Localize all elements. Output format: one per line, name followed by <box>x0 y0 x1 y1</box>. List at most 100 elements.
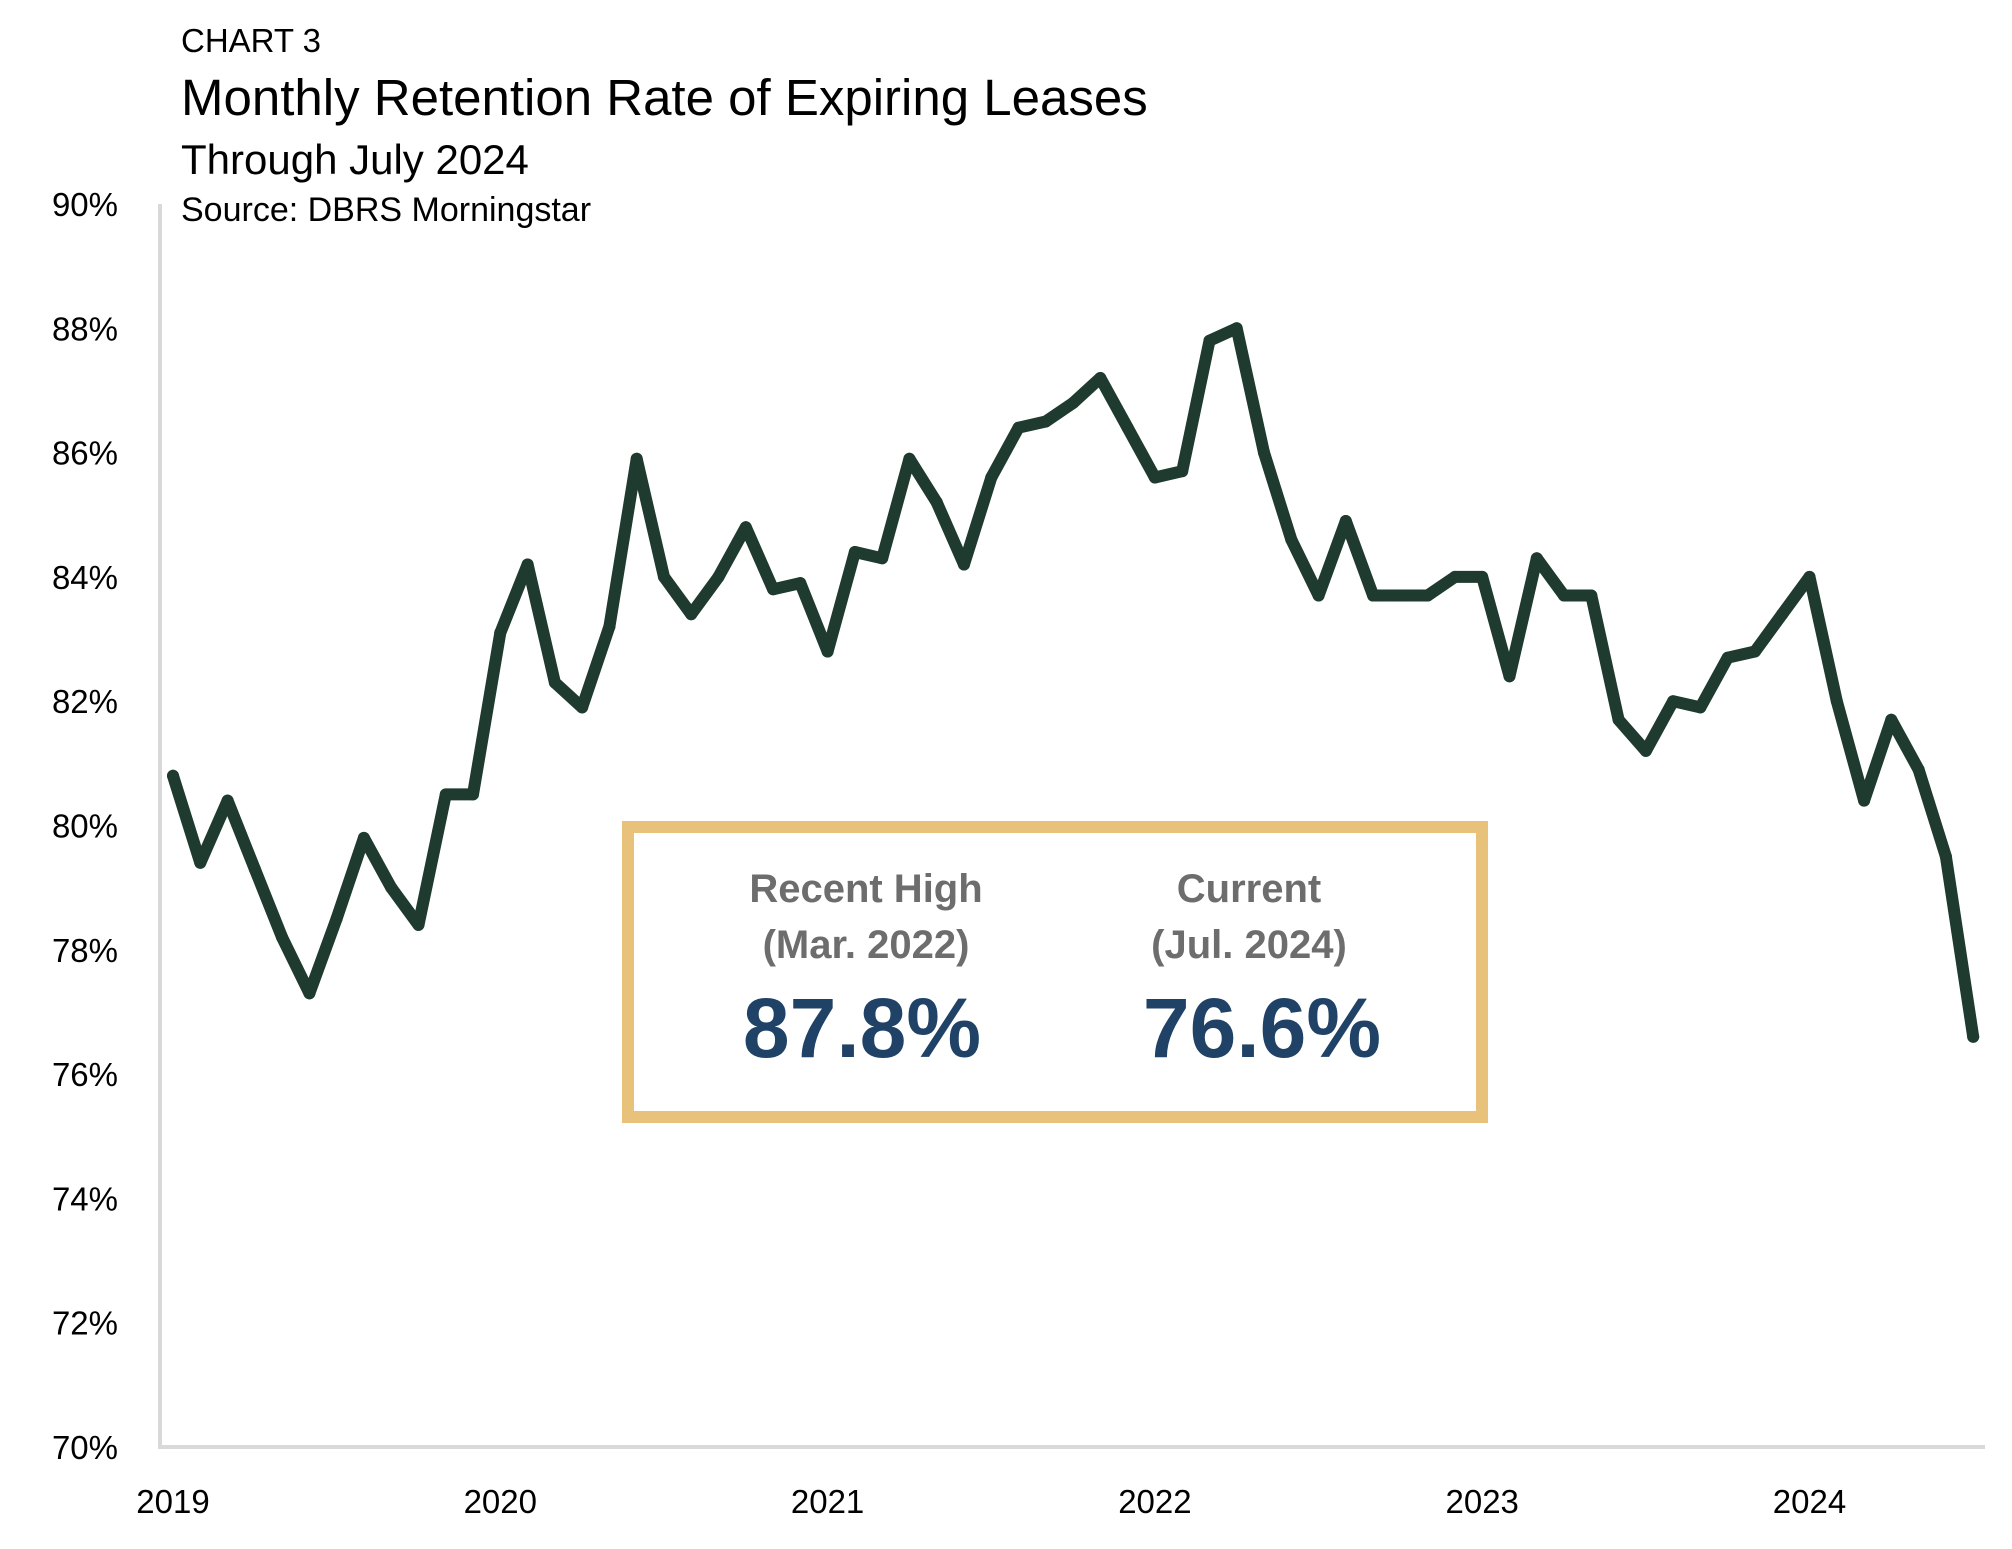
data-point <box>1503 670 1516 683</box>
data-point <box>685 608 698 621</box>
x-tick-label: 2022 <box>1118 1483 1191 1520</box>
data-point <box>1148 471 1161 484</box>
data-point <box>439 788 452 801</box>
data-point <box>1639 744 1652 757</box>
data-point <box>521 558 534 571</box>
data-point <box>958 558 970 571</box>
data-point <box>1094 372 1107 384</box>
x-tick-label: 2019 <box>136 1483 209 1520</box>
data-point <box>1448 570 1461 583</box>
data-point <box>1012 421 1025 434</box>
x-tick-label: 2021 <box>791 1483 864 1520</box>
x-tick-label: 2020 <box>464 1483 537 1520</box>
chart-source: Source: DBRS Morningstar <box>181 191 592 229</box>
data-point <box>821 645 834 658</box>
data-point <box>1749 645 1761 658</box>
data-point <box>303 987 316 1000</box>
data-point <box>467 788 479 801</box>
x-tick-label: 2023 <box>1445 1483 1518 1520</box>
data-point <box>1176 465 1189 478</box>
data-point <box>603 620 616 633</box>
y-tick-label: 70% <box>52 1429 118 1466</box>
callout-high-label-2: (Mar. 2022) <box>763 923 970 967</box>
data-point <box>1258 446 1270 459</box>
data-point <box>1367 589 1380 602</box>
data-point <box>794 577 807 590</box>
y-tick-label: 82% <box>52 683 118 720</box>
data-point <box>276 931 289 944</box>
data-point <box>221 794 234 807</box>
data-point <box>494 626 507 639</box>
data-point <box>1530 552 1543 565</box>
data-point <box>848 546 861 558</box>
data-point <box>712 570 725 583</box>
data-point <box>1585 589 1598 602</box>
data-point <box>1067 396 1080 409</box>
data-point <box>167 769 179 782</box>
data-point <box>194 856 207 869</box>
data-point <box>1694 701 1707 714</box>
data-point <box>630 452 643 465</box>
data-point <box>930 496 943 509</box>
data-point <box>412 918 425 931</box>
data-point <box>385 881 398 894</box>
callout-current-label-1: Current <box>1177 867 1321 911</box>
y-tick-label: 88% <box>52 310 118 347</box>
chart-label: CHART 3 <box>181 22 321 59</box>
y-tick-label: 72% <box>52 1305 118 1342</box>
data-point <box>1203 334 1216 347</box>
callout-current-value: 76.6% <box>1143 981 1381 1075</box>
data-point <box>1858 794 1871 807</box>
y-tick-label: 78% <box>52 932 118 969</box>
data-point <box>1339 515 1352 527</box>
data-point <box>1394 589 1407 602</box>
data-point <box>739 521 752 534</box>
callout-current-label-2: (Jul. 2024) <box>1151 923 1347 967</box>
callout-border <box>622 821 1488 1123</box>
data-point <box>1612 713 1625 726</box>
data-point <box>876 552 889 565</box>
y-tick-label: 74% <box>52 1180 118 1217</box>
data-point <box>1721 651 1734 664</box>
data-point <box>1039 415 1052 428</box>
data-point <box>903 452 916 465</box>
x-axis-ticks: 2019 2020 2021 2022 2023 2024 <box>136 1483 1846 1520</box>
chart-subtitle: Through July 2024 <box>181 136 529 183</box>
data-point <box>1830 695 1843 708</box>
y-tick-label: 80% <box>52 808 118 845</box>
data-point <box>985 471 998 484</box>
data-point <box>1421 589 1434 602</box>
data-point <box>1939 850 1952 863</box>
data-point <box>1121 421 1134 434</box>
callout-box: Recent High (Mar. 2022) 87.8% Current (J… <box>622 821 1488 1123</box>
data-point <box>1230 322 1243 335</box>
data-point <box>1912 763 1925 776</box>
data-point <box>548 676 561 689</box>
data-point <box>1558 589 1570 602</box>
data-point <box>248 863 261 875</box>
data-point <box>767 583 780 596</box>
y-tick-label: 90% <box>52 186 118 223</box>
data-point <box>1885 713 1898 726</box>
data-point <box>1476 570 1489 583</box>
data-point <box>1667 695 1680 708</box>
y-axis-ticks: 70% 72% 74% 76% 78% 80% 82% 84% 86% 88% 90% <box>52 186 118 1466</box>
x-tick-label: 2024 <box>1773 1483 1846 1520</box>
data-point <box>576 701 589 714</box>
callout-high-label-1: Recent High <box>749 867 982 911</box>
y-tick-label: 76% <box>52 1056 118 1093</box>
chart-title: Monthly Retention Rate of Expiring Lease… <box>181 69 1148 126</box>
data-points <box>167 322 1980 1043</box>
data-point <box>330 912 343 925</box>
data-point <box>357 831 370 844</box>
data-point <box>1967 1030 1980 1043</box>
data-point <box>658 570 670 583</box>
data-point <box>1312 589 1325 602</box>
data-point <box>1776 608 1789 621</box>
y-tick-label: 86% <box>52 435 118 472</box>
data-point <box>1285 533 1298 546</box>
y-tick-label: 84% <box>52 559 118 596</box>
callout-high-value: 87.8% <box>743 981 981 1075</box>
data-point <box>1803 570 1816 583</box>
